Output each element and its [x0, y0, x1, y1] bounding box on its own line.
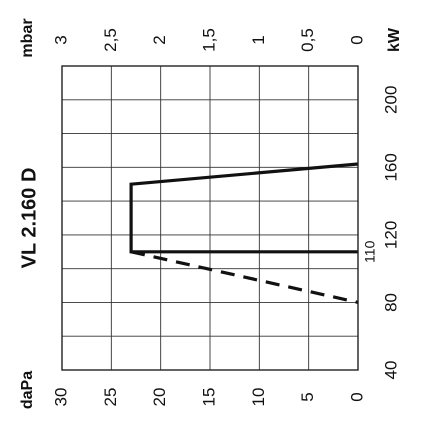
tick-label-mbar: 0,5: [298, 28, 317, 52]
tick-label-dapa: 0: [347, 392, 366, 401]
tick-label-dapa: 30: [51, 388, 70, 407]
plot-frame: [61, 65, 359, 371]
tick-label-dapa: 5: [298, 392, 317, 401]
tick-label-mbar: 2,5: [101, 28, 120, 52]
tick-label-mbar: 1,5: [199, 28, 218, 52]
curve-solid: [129, 162, 359, 254]
tick-label-dapa: 25: [101, 388, 120, 407]
curve-dashed: [130, 250, 359, 304]
tick-label-mbar: 2: [150, 35, 169, 44]
tick-label-mbar: 0: [347, 35, 366, 44]
unit-label-kw: kW: [386, 27, 403, 52]
tick-label-dapa: 10: [249, 388, 268, 407]
tick-label-mbar: 3: [51, 35, 70, 44]
curves: [129, 162, 359, 304]
tick-label-mbar: 1: [249, 35, 268, 44]
tick-label-kw: 200: [381, 86, 400, 114]
tick-label-dapa: 20: [150, 388, 169, 407]
tick-label-kw: 120: [381, 221, 400, 249]
chart-title: VL 2.160 D: [18, 168, 40, 269]
grid: [61, 65, 359, 371]
unit-label-mbar: mbar: [19, 18, 36, 57]
tick-label-kw-110: 110: [362, 240, 378, 263]
tick-label-kw: 40: [381, 361, 400, 380]
tick-label-dapa: 15: [199, 388, 218, 407]
unit-label-dapa: daPa: [19, 371, 36, 409]
tick-label-kw: 160: [381, 153, 400, 181]
tick-label-kw: 80: [381, 293, 400, 312]
